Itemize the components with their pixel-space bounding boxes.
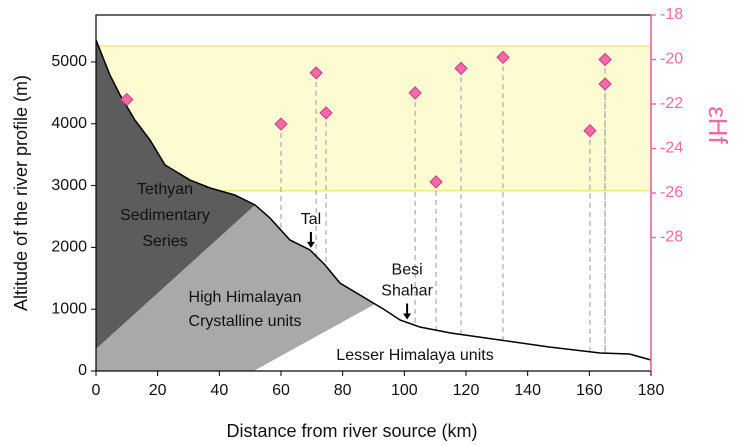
data-point <box>598 77 612 91</box>
data-point <box>583 123 597 138</box>
unit-label-line: Tethyan <box>137 181 193 198</box>
y-tick-label: 1000 <box>51 300 87 317</box>
arrow-head <box>306 241 315 248</box>
y2-tick-label: -20 <box>660 51 683 68</box>
unit-label-line: Sedimentary <box>120 207 210 224</box>
y2-tick-label: -18 <box>660 6 683 23</box>
data-point <box>496 50 510 64</box>
x-tick-label: 60 <box>272 382 290 399</box>
unit-region <box>96 39 256 349</box>
x-tick-label: 20 <box>149 382 167 399</box>
unit-label-line: Crystalline units <box>189 313 302 330</box>
y-tick-label: 3000 <box>51 177 87 194</box>
y2-tick-label: -26 <box>660 184 683 201</box>
y2-tick-label: -24 <box>660 140 683 157</box>
y-tick-label: 0 <box>78 362 87 379</box>
x-tick-label: 140 <box>514 382 541 399</box>
epsilon-band <box>96 46 651 191</box>
x-tick-label: 0 <box>92 382 101 399</box>
x-tick-label: 120 <box>453 382 480 399</box>
annotation-label: Tal <box>301 211 321 228</box>
unit-label-line: Series <box>142 233 187 250</box>
y-tick-label: 2000 <box>51 239 87 256</box>
x-tick-label: 160 <box>576 382 603 399</box>
data-point <box>120 92 134 107</box>
data-point <box>429 175 443 189</box>
x-tick-label: 100 <box>391 382 418 399</box>
arrow-head <box>403 313 412 320</box>
x-axis-label: Distance from river source (km) <box>226 421 477 441</box>
data-point <box>319 106 333 120</box>
unit-region <box>253 304 651 371</box>
y-axis-label: Altitude of the river profile (m) <box>11 75 31 311</box>
data-point <box>454 61 468 76</box>
unit-label: High Himalayan Crystalline units <box>189 289 302 330</box>
x-tick-label: 180 <box>638 382 665 399</box>
y2-tick-label: -22 <box>660 95 683 112</box>
unit-label: Lesser Himalaya units <box>336 347 493 364</box>
data-point <box>309 66 323 80</box>
data-point <box>408 86 422 100</box>
annotation-label: Shahar <box>381 283 433 300</box>
y2-axis-label: εHf <box>703 106 733 144</box>
y-tick-label: 5000 <box>51 53 87 70</box>
unit-label-line: High Himalayan <box>189 289 302 306</box>
data-point <box>274 117 288 131</box>
data-point <box>598 52 612 67</box>
annotation-label: Besi <box>392 262 423 279</box>
river-profile <box>95 39 652 361</box>
x-tick-label: 80 <box>334 382 352 399</box>
y-tick-label: 4000 <box>51 115 87 132</box>
x-tick-label: 40 <box>210 382 228 399</box>
unit-label: Tethyan Sedimentary Series <box>120 181 210 250</box>
y2-tick-label: -28 <box>660 229 683 246</box>
unit-region <box>96 204 376 371</box>
